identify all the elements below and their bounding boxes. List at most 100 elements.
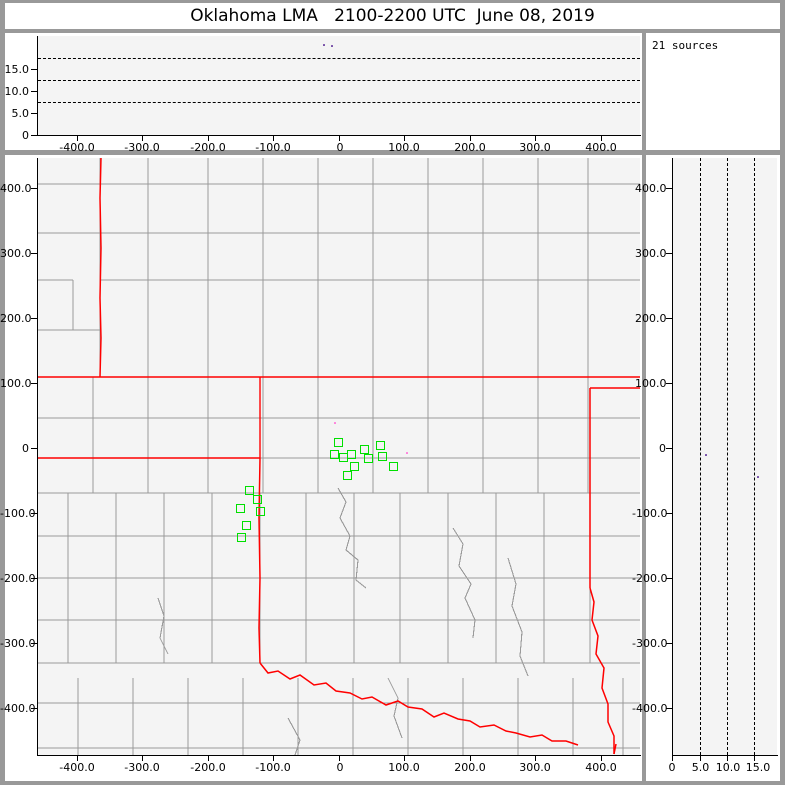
map-xtick-label: -400.0 [59, 761, 95, 774]
tick-ym400 [31, 708, 38, 710]
tick-y300 [666, 253, 673, 255]
title-bar: Oklahoma LMA 2100-2200 UTC June 08, 2019 [5, 3, 780, 29]
tick-x-200 [208, 755, 210, 761]
tick-x100 [404, 135, 406, 141]
source-marker [360, 445, 369, 454]
tick-x-200 [208, 135, 210, 141]
tick-y400 [31, 188, 38, 190]
alt-ytick-label: 300.0 [635, 247, 667, 260]
tick-ym200 [666, 578, 673, 580]
tick-y200 [31, 318, 38, 320]
sources-info-panel: 21 sources [646, 33, 780, 150]
map-ytick-label: 0 [22, 442, 29, 455]
map-xtick-label: -100.0 [255, 761, 291, 774]
source-point [705, 454, 707, 456]
tick-x-100 [273, 135, 275, 141]
top-xtick-label: -400.0 [59, 141, 95, 154]
source-marker [389, 462, 398, 471]
map-ytick-label: 400.0 [0, 182, 32, 195]
page-title: Oklahoma LMA 2100-2200 UTC June 08, 2019 [190, 6, 595, 26]
tick-x10 [727, 755, 729, 761]
alt-x-axis [672, 755, 778, 757]
source-marker [253, 495, 262, 504]
tick-y0 [31, 135, 38, 137]
source-marker [256, 507, 265, 516]
tick-ym300 [666, 643, 673, 645]
source-point [323, 44, 325, 46]
top-xtick-label: 100.0 [388, 141, 420, 154]
source-point [406, 452, 408, 454]
source-point [331, 45, 333, 47]
tick-y0 [31, 448, 38, 450]
source-marker [343, 471, 352, 480]
source-marker [378, 452, 387, 461]
map-xtick-label: 300.0 [519, 761, 551, 774]
map-ytick-label: -200.0 [0, 572, 36, 585]
alt-xtick-label: 0 [668, 761, 676, 774]
map-ytick-label: 100.0 [0, 377, 32, 390]
tick-x300 [535, 755, 537, 761]
alt-xtick-label: 10.0 [715, 761, 741, 774]
alt-ytick-label: 200.0 [635, 312, 667, 325]
source-marker [334, 438, 343, 447]
source-marker [236, 504, 245, 513]
alt-ytick-label: 0 [659, 442, 666, 455]
tick-y10 [31, 91, 38, 93]
source-marker [242, 521, 251, 530]
tick-y0 [666, 448, 673, 450]
tick-x400 [601, 755, 603, 761]
tick-ym300 [31, 643, 38, 645]
source-marker [330, 450, 339, 459]
gridline-y10 [38, 80, 640, 81]
source-markers-layer [38, 158, 640, 755]
top-xtick-label: -200.0 [190, 141, 226, 154]
map-ytick-label: -100.0 [0, 507, 36, 520]
tick-ym100 [666, 513, 673, 515]
tick-x0 [672, 755, 674, 761]
top-xtick-label: -100.0 [255, 141, 291, 154]
gridline-y15 [38, 58, 640, 59]
tick-x-300 [142, 755, 144, 761]
alt-ytick-label: -100.0 [632, 507, 668, 520]
alt-xtick-label: 15.0 [745, 761, 771, 774]
gridline-y5 [38, 102, 640, 103]
source-point [757, 476, 759, 478]
map-y-axis [37, 158, 39, 756]
right-altitude-plot-area [673, 158, 777, 755]
gridline-x10 [727, 158, 728, 755]
map-plot-area[interactable] [38, 158, 640, 755]
source-marker [347, 450, 356, 459]
alt-ytick-label: -400.0 [632, 702, 668, 715]
tick-ym100 [31, 513, 38, 515]
tick-y100 [31, 383, 38, 385]
alt-ytick-label: 100.0 [635, 377, 667, 390]
alt-ytick-label: -200.0 [632, 572, 668, 585]
tick-x200 [470, 755, 472, 761]
tick-x-400 [77, 755, 79, 761]
alt-ytick-label: -300.0 [632, 637, 668, 650]
source-marker [364, 454, 373, 463]
tick-ym200 [31, 578, 38, 580]
top-xtick-label: 300.0 [519, 141, 551, 154]
top-xtick-label: 0 [336, 141, 344, 154]
map-ytick-label: -400.0 [0, 702, 36, 715]
tick-x100 [404, 755, 406, 761]
map-ytick-label: 300.0 [0, 247, 32, 260]
alt-xtick-label: 5.0 [691, 761, 710, 774]
tick-y100 [666, 383, 673, 385]
top-ytick-label: 10.0 [4, 85, 30, 98]
tick-y15 [31, 69, 38, 71]
top-ytick-label: 0 [22, 129, 29, 142]
tick-x300 [535, 135, 537, 141]
alt-ytick-label: 400.0 [635, 182, 667, 195]
gridline-x15 [754, 158, 755, 755]
map-xtick-label: 0 [336, 761, 344, 774]
top-ytick-label: 5.0 [11, 107, 30, 120]
map-ytick-label: -300.0 [0, 637, 36, 650]
top-ytick-label: 15.0 [4, 63, 30, 76]
tick-x400 [601, 135, 603, 141]
source-marker [376, 441, 385, 450]
tick-y400 [666, 188, 673, 190]
source-marker [350, 462, 359, 471]
